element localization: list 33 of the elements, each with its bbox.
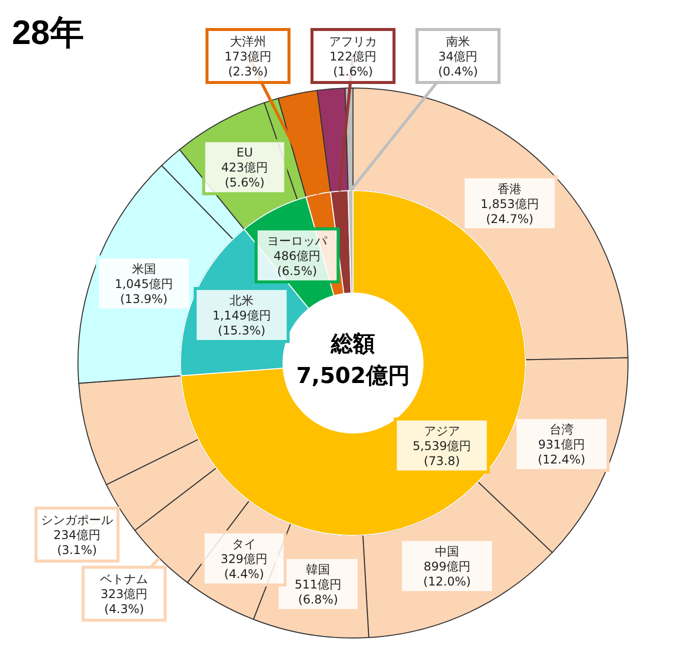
data-label: 899億円 (12.0%) [423,560,471,589]
data-label: 122億円 (1.6%) [330,50,376,78]
slice-label: ベトナム [100,572,148,586]
data-label: 329億円 (4.4%) [220,552,268,581]
slice-label: シンガポール [41,513,113,528]
data-label: 1,045億円 (13.9%) [114,276,174,306]
data-label: 173億円 (2.3%) [224,50,272,78]
data-label: 34億円 (0.4%) [438,50,478,78]
slice-label: 北米 [230,293,254,308]
data-label: 423億円 (5.6%) [221,160,268,190]
slice-label: ヨーロッパ [267,234,328,248]
chart-title: 28年 [12,13,84,54]
slice-label: EU [236,146,253,160]
slice-label: 韓国 [306,562,330,577]
slice-label: 米国 [132,262,156,276]
slice-label: 中国 [435,544,460,559]
slice-label: 台湾 [550,422,574,437]
data-label: 1,853億円 (24.7%) [480,196,539,226]
data-label: 511億円 (6.8%) [294,578,342,607]
slice-label: 大洋州 [230,34,266,48]
text: 7,502億円 [295,363,411,391]
data-label: 5,539億円 (73.8) [412,439,472,468]
text: 総額 [330,331,376,359]
slice-label: 南米 [446,34,470,48]
data-label: 1,149億円 (15.3%) [212,308,271,338]
slice-label: タイ [232,536,256,551]
slice-label: アジア [424,424,460,438]
data-label: 234億円 (3.1%) [54,528,100,558]
data-label: 931億円 (12.4%) [538,438,586,467]
slice-label: アフリカ [329,34,377,48]
data-label: 323億円 (4.3%) [100,587,148,616]
slice-label: 香港 [498,182,522,196]
data-label: 486億円 (6.5%) [274,248,321,278]
